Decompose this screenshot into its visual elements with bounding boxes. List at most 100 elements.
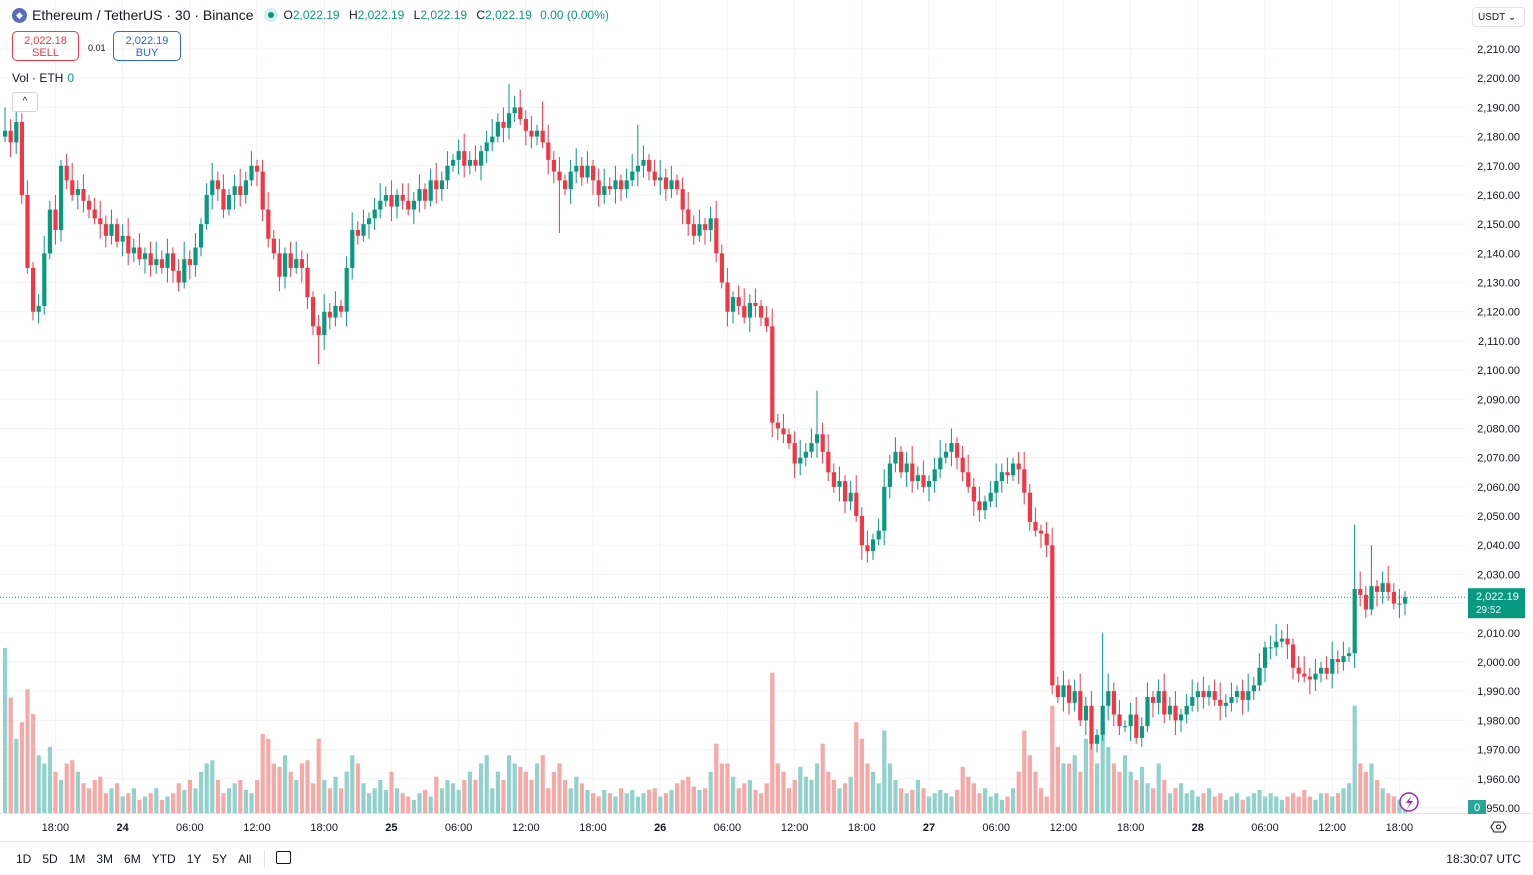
candle [703,218,708,245]
volume-legend[interactable]: Vol · ETH 0 [12,71,74,85]
volume-bar [1016,771,1021,813]
candle-body [75,189,80,195]
candle [159,250,164,274]
candle-body [753,302,758,306]
chart-settings-icon[interactable] [1490,821,1507,833]
candle [977,486,982,522]
price-chart[interactable]: 2,210.00 2,200.00 2,190.00 2,180.00 2,170.00… [0,0,1533,841]
volume-bar [53,771,58,813]
candle [70,162,75,201]
volume-bar [529,780,534,813]
candle-body [1027,492,1032,522]
volume-bar [1027,755,1032,813]
candle [1263,641,1268,683]
range-ytd[interactable]: YTD [151,852,176,866]
ethereum-logo-icon: ◆ [12,7,27,23]
y-tick-label: 2,100.00 [1477,365,1520,377]
candle-body [837,481,842,487]
volume-bar [204,763,209,813]
volume-bar [1285,796,1290,813]
range-all[interactable]: All [238,852,252,866]
candle [1313,659,1318,692]
currency-select[interactable]: USDT ⌄ [1472,7,1525,27]
volume-bar [479,763,484,813]
candle [1195,682,1200,712]
candle [484,130,489,163]
candle [299,250,304,283]
candle [1005,457,1010,484]
candle-body [378,200,383,210]
volume-bar [411,799,416,813]
candle-body [210,180,215,195]
candle-body [1291,644,1296,668]
symbol-title[interactable]: Ethereum / TetherUS · 30 · Binance [32,7,254,23]
candle-body [848,492,853,502]
candle [1391,583,1396,610]
candle [339,300,344,318]
range-5y[interactable]: 5Y [212,852,228,866]
candle [1240,679,1245,715]
candle [596,168,601,207]
volume-bar [266,738,271,813]
candle [1296,656,1301,683]
candle [815,390,820,458]
volume-bar [686,776,691,813]
candle [865,530,870,563]
range-1y[interactable]: 1Y [186,852,202,866]
spread: 0.01 [88,43,106,53]
candle [837,466,842,502]
range-1d[interactable]: 1D [16,852,32,866]
y-tick-label: 2,200.00 [1477,73,1520,85]
volume-bar [803,776,808,813]
candle [1229,682,1234,712]
volume-bar [1335,793,1340,813]
candle-body [1111,691,1116,715]
y-tick-label: 2,010.00 [1477,628,1520,640]
candle-body [1274,641,1279,648]
volume-bar [215,780,220,813]
x-tick-label: 25 [385,822,397,834]
range-5d[interactable]: 5D [42,852,58,866]
candle [389,180,394,222]
candle-body [87,200,92,210]
volume-bar [596,796,601,813]
utc-clock[interactable]: 18:30:07 UTC [1446,852,1521,866]
candle-body [445,165,450,181]
buy-button[interactable]: 2,022.19 BUY [113,31,181,61]
candle [1123,720,1128,733]
volume-bar [277,766,282,813]
candle [787,428,792,449]
candle-body [372,209,377,219]
candle-body [635,165,640,172]
volume-bar [87,788,92,813]
candle-body [98,218,103,225]
candle-body [120,235,125,242]
candle-body [1235,691,1240,698]
y-tick-label: 2,160.00 [1477,190,1520,202]
candle-body [714,218,719,254]
candle [1397,589,1402,619]
volume-bar [355,763,360,813]
range-3m[interactable]: 3M [96,852,114,866]
candle-body [232,186,237,195]
y-tick-label: 1,950.00 [1477,803,1520,815]
sell-button[interactable]: 2,022.18 SELL [12,31,79,61]
candle [1151,691,1156,718]
candle [25,180,30,274]
volume-bar [887,763,892,813]
bottom-toolbar: 1D 5D 1M 3M 6M YTD 1Y 5Y All 18:30:07 UTC [0,841,1533,875]
calendar-goto-icon[interactable] [276,851,291,864]
volume-bar [451,783,456,813]
candle [1117,699,1122,735]
candle-body [14,121,19,143]
candle-body [949,443,954,452]
candle-body [1128,714,1133,727]
candle-body [624,180,629,190]
volume-bar [1207,788,1212,813]
candle-body [249,165,254,181]
range-6m[interactable]: 6M [124,852,141,866]
candle [697,209,702,242]
collapse-legend-button[interactable]: ^ [12,92,38,112]
volume-bar [792,780,797,813]
range-1m[interactable]: 1M [68,852,86,866]
